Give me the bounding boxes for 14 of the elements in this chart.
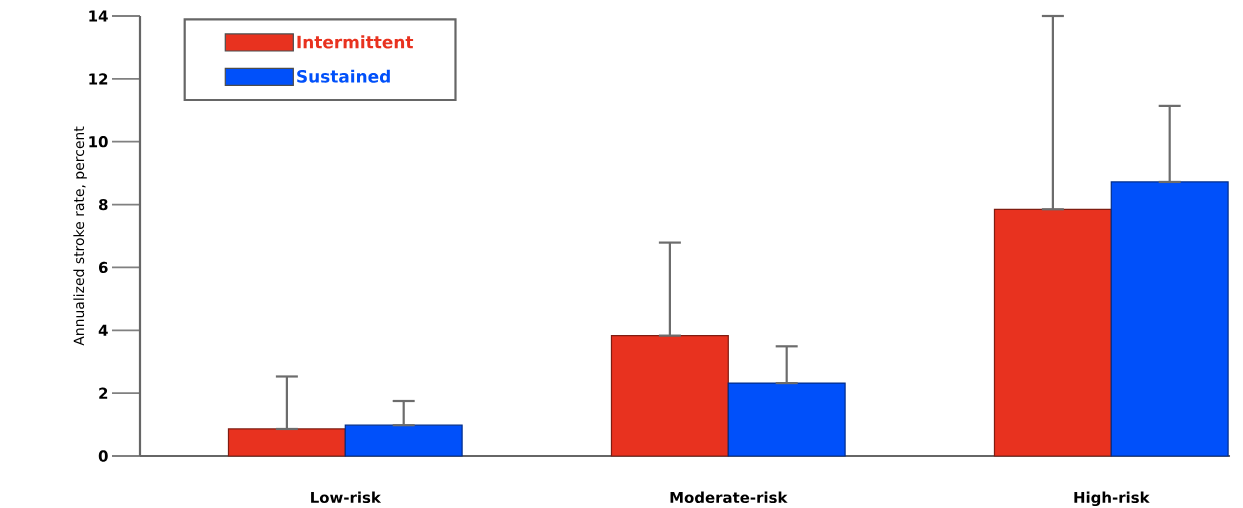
legend-label: Sustained	[297, 69, 390, 83]
y-tick-label: 8	[98, 198, 108, 211]
y-tick-label: 2	[99, 387, 108, 399]
y-tick-label: 14	[89, 10, 108, 22]
legend-label: Intermittent	[297, 35, 414, 49]
y-tick-label: 12	[89, 73, 108, 85]
y-tick-label: 0	[98, 450, 108, 462]
y-tick-label: 4	[98, 324, 108, 336]
y-tick-label: 10	[89, 136, 108, 148]
y-tick-label: 6	[99, 261, 108, 274]
x-tick-label: Low-risk	[311, 491, 382, 504]
y-axis-title: Annualized stroke rate, percent	[73, 126, 87, 346]
x-tick-label: Moderate-risk	[670, 491, 788, 504]
x-tick-label: High-risk	[1074, 491, 1150, 507]
